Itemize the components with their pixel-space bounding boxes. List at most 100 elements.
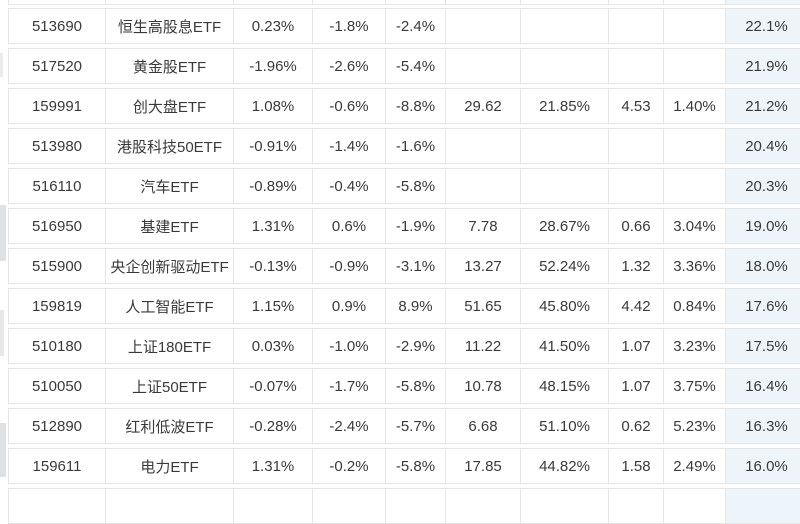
cell-change-pct-2: -1.0% xyxy=(312,329,385,363)
cell-change-pct-2: -1.8% xyxy=(312,9,385,43)
cell-change-pct-3: -2.4% xyxy=(385,9,445,43)
cell-highlight-pct: 17.5% xyxy=(725,329,800,363)
cell-name: 电力ETF xyxy=(105,449,233,483)
cell-ratio-pct-2: 3.04% xyxy=(663,209,725,243)
cell-ratio-pct-2: 0.84% xyxy=(663,289,725,323)
cell-change-pct-2: -1.7% xyxy=(312,369,385,403)
table-row[interactable]: 510050 上证50ETF -0.07% -1.7% -5.8% 10.78 … xyxy=(8,368,800,404)
cell-ratio-pct-2 xyxy=(663,9,725,43)
cell-highlight-pct: 17.6% xyxy=(725,289,800,323)
table-row[interactable]: 510180 上证180ETF 0.03% -1.0% -2.9% 11.22 … xyxy=(8,328,800,364)
cell-change-pct-2 xyxy=(312,489,385,523)
cell-change-pct-2: 0.6% xyxy=(312,209,385,243)
cell-change-pct-3: -8.8% xyxy=(385,89,445,123)
cell-change-pct-2: -0.6% xyxy=(312,89,385,123)
cell-highlight-pct: 16.3% xyxy=(725,409,800,443)
cell-change-pct-1: -0.13% xyxy=(233,249,312,283)
cell-ratio-pct-1: 48.15% xyxy=(520,369,608,403)
cell-ratio-pct-1 xyxy=(520,49,608,83)
cell-change-pct-3: -5.7% xyxy=(385,409,445,443)
cell-change-pct-3 xyxy=(385,489,445,523)
table-row[interactable]: 516110 汽车ETF -0.89% -0.4% -5.8% 20.3% xyxy=(8,168,800,204)
cell-value-2 xyxy=(608,0,663,4)
cell-ratio-pct-2 xyxy=(663,49,725,83)
cell-value-2: 4.42 xyxy=(608,289,663,323)
cell-code: 159819 xyxy=(31,297,83,315)
cell-code: 517520 xyxy=(31,57,83,75)
cell-value-1: 17.85 xyxy=(445,449,520,483)
cell-value-2: 0.62 xyxy=(608,409,663,443)
cell-code: 516950 xyxy=(31,217,83,235)
cell-change-pct-1: -0.91% xyxy=(233,129,312,163)
cell-change-pct-1 xyxy=(233,0,312,4)
cell-change-pct-2 xyxy=(312,0,385,4)
table-row[interactable]: 513980 港股科技50ETF -0.91% -1.4% -1.6% 20.4… xyxy=(8,128,800,164)
cell-code: 513690 xyxy=(31,17,83,35)
cell-code: 513980 xyxy=(31,137,83,155)
cell-ratio-pct-1: 21.85% xyxy=(520,89,608,123)
cell-name xyxy=(105,0,233,4)
table-row[interactable]: 513690 恒生高股息ETF 0.23% -1.8% -2.4% 22.1% xyxy=(8,8,800,44)
cell-highlight-pct: 18.0% xyxy=(725,249,800,283)
cell-change-pct-1: 1.31% xyxy=(233,449,312,483)
cell-highlight-pct: 19.0% xyxy=(725,209,800,243)
cell-code: 510180 xyxy=(31,337,83,355)
cell-ratio-pct-2 xyxy=(663,0,725,4)
cell-change-pct-3: -1.9% xyxy=(385,209,445,243)
cell-value-2: 1.07 xyxy=(608,329,663,363)
cell-change-pct-3: -3.1% xyxy=(385,249,445,283)
cell-change-pct-3: -5.4% xyxy=(385,49,445,83)
cell-ratio-pct-1: 41.50% xyxy=(520,329,608,363)
table-row-partial[interactable] xyxy=(8,488,800,524)
cell-code: 159991 xyxy=(31,97,83,115)
cell-value-1 xyxy=(445,0,520,4)
page-edge-artifact xyxy=(0,205,6,261)
cell-value-1: 51.65 xyxy=(445,289,520,323)
table-row[interactable]: 159819 人工智能ETF 1.15% 0.9% 8.9% 51.65 45.… xyxy=(8,288,800,324)
cell-value-1 xyxy=(445,9,520,43)
table-row[interactable]: 515900 央企创新驱动ETF -0.13% -0.9% -3.1% 13.2… xyxy=(8,248,800,284)
cell-change-pct-3: -2.9% xyxy=(385,329,445,363)
cell-change-pct-3: 8.9% xyxy=(385,289,445,323)
cell-value-2: 1.32 xyxy=(608,249,663,283)
cell-change-pct-2: -1.4% xyxy=(312,129,385,163)
table-row-partial[interactable] xyxy=(8,0,800,5)
cell-value-2 xyxy=(608,129,663,163)
cell-change-pct-2: -0.2% xyxy=(312,449,385,483)
cell-ratio-pct-2: 3.23% xyxy=(663,329,725,363)
cell-value-1: 13.27 xyxy=(445,249,520,283)
cell-value-1: 10.78 xyxy=(445,369,520,403)
page-edge-artifact xyxy=(0,53,3,77)
cell-code: 512890 xyxy=(31,417,83,435)
cell-value-1: 6.68 xyxy=(445,409,520,443)
cell-ratio-pct-1 xyxy=(520,9,608,43)
cell-name: 基建ETF xyxy=(105,209,233,243)
cell-name: 创大盘ETF xyxy=(105,89,233,123)
cell-highlight-pct: 20.4% xyxy=(725,129,800,163)
cell-change-pct-2: 0.9% xyxy=(312,289,385,323)
cell-name: 汽车ETF xyxy=(105,169,233,203)
cell-ratio-pct-2 xyxy=(663,169,725,203)
cell-highlight-pct: 16.4% xyxy=(725,369,800,403)
cell-change-pct-3: -5.8% xyxy=(385,369,445,403)
cell-code: 510050 xyxy=(31,377,83,395)
cell-ratio-pct-1 xyxy=(520,129,608,163)
cell-change-pct-1: 0.03% xyxy=(233,329,312,363)
cell-name: 央企创新驱动ETF xyxy=(105,249,233,283)
cell-value-2: 1.58 xyxy=(608,449,663,483)
table-row[interactable]: 517520 黄金股ETF -1.96% -2.6% -5.4% 21.9% xyxy=(8,48,800,84)
cell-ratio-pct-2: 2.49% xyxy=(663,449,725,483)
cell-ratio-pct-1: 52.24% xyxy=(520,249,608,283)
cell-value-1 xyxy=(445,489,520,523)
cell-ratio-pct-1: 51.10% xyxy=(520,409,608,443)
page-edge-artifact xyxy=(0,423,6,477)
cell-ratio-pct-1 xyxy=(520,169,608,203)
table-row[interactable]: 159991 创大盘ETF 1.08% -0.6% -8.8% 29.62 21… xyxy=(8,88,800,124)
cell-code: 516110 xyxy=(32,177,82,195)
cell-value-2 xyxy=(608,9,663,43)
table-row[interactable]: 516950 基建ETF 1.31% 0.6% -1.9% 7.78 28.67… xyxy=(8,208,800,244)
table-row[interactable]: 159611 电力ETF 1.31% -0.2% -5.8% 17.85 44.… xyxy=(8,448,800,484)
table-row[interactable]: 512890 红利低波ETF -0.28% -2.4% -5.7% 6.68 5… xyxy=(8,408,800,444)
cell-name xyxy=(105,489,233,523)
